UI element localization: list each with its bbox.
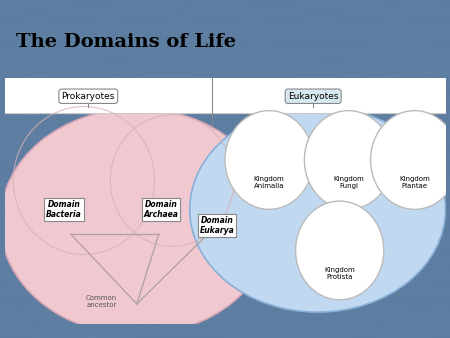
Ellipse shape (0, 108, 274, 335)
Text: Kingdom
Protista: Kingdom Protista (324, 267, 355, 280)
Text: Eukaryotes: Eukaryotes (288, 92, 338, 101)
Ellipse shape (296, 201, 384, 300)
Text: Kingdom
Animalia: Kingdom Animalia (254, 176, 284, 189)
Text: Domain
Eukarya: Domain Eukarya (200, 216, 234, 236)
Ellipse shape (225, 111, 313, 209)
Text: Common
ancestor: Common ancestor (86, 295, 117, 308)
Text: Kingdom
Plantae: Kingdom Plantae (399, 176, 430, 189)
Polygon shape (4, 74, 446, 113)
Text: Prokaryotes: Prokaryotes (62, 92, 115, 101)
Text: The Domains of Life: The Domains of Life (16, 33, 236, 51)
Ellipse shape (190, 106, 446, 312)
Ellipse shape (370, 111, 450, 209)
Text: Domain
Bacteria: Domain Bacteria (46, 200, 82, 219)
Text: Domain
Archaea: Domain Archaea (144, 200, 179, 219)
Text: Kingdom
Fungi: Kingdom Fungi (333, 176, 364, 189)
Ellipse shape (304, 111, 392, 209)
